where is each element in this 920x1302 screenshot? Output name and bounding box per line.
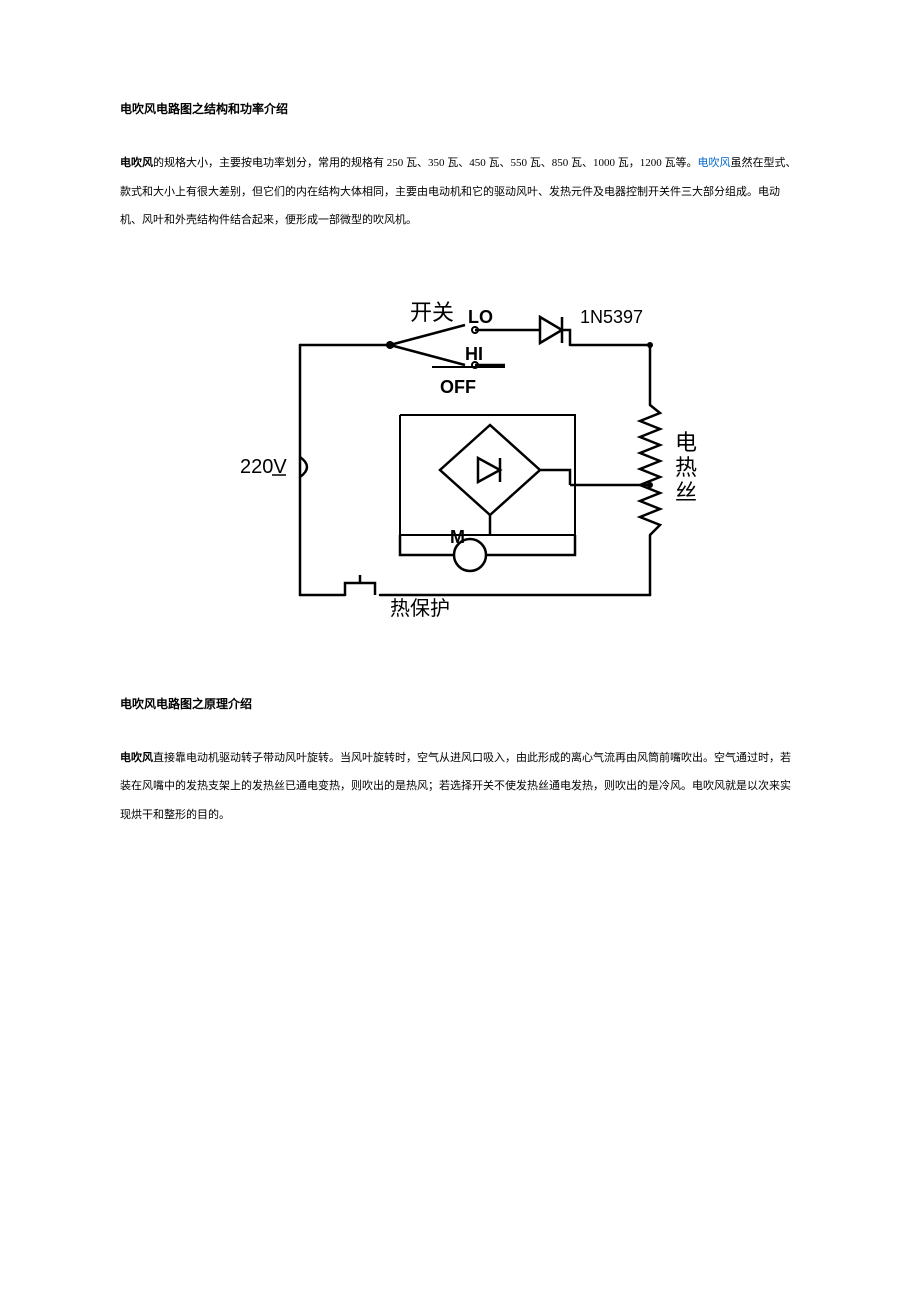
hi-label: HI	[465, 344, 483, 364]
diode-label: 1N5397	[580, 307, 643, 327]
para1-link[interactable]: 电吹风	[698, 157, 731, 169]
section-2-heading: 电吹风电路图之原理介绍	[120, 695, 800, 712]
para2-text: 直接靠电动机驱动转子带动风叶旋转。当风叶旋转时，空气从进风口吸入，由此形成的离心…	[120, 752, 791, 821]
diode-symbol	[520, 317, 570, 345]
heater-label-3: 丝	[675, 480, 697, 505]
section-1-heading: 电吹风电路图之结构和功率介绍	[120, 100, 800, 117]
motor-right-wire	[486, 535, 575, 555]
para1-bold-lead: 电吹风	[120, 157, 153, 169]
circuit-diagram: 开关 LO 1N5397 HI OFF 220V	[210, 275, 710, 635]
bridge-rectifier	[440, 425, 540, 515]
section-2-paragraph: 电吹风直接靠电动机驱动转子带动风叶旋转。当风叶旋转时，空气从进风口吸入，由此形成…	[120, 744, 800, 830]
node-top-right	[647, 342, 653, 348]
motor-label: M	[450, 527, 465, 547]
hi-bypass-hidden	[475, 345, 650, 365]
bridge-top-hidden	[490, 405, 570, 485]
off-label: OFF	[440, 377, 476, 397]
para2-bold-lead: 电吹风	[120, 752, 153, 764]
lo-label: LO	[468, 307, 493, 327]
inner-box	[400, 415, 575, 535]
bridge-left-hidden	[400, 470, 440, 515]
node-heater-tap	[647, 482, 653, 488]
switch-arm-lo	[390, 325, 465, 345]
bridge-right-wire	[540, 470, 570, 485]
thermal-protect-label: 热保护	[390, 597, 450, 620]
thermal-protect-symbol	[345, 575, 380, 595]
switch-arm-hi	[390, 345, 465, 365]
heater-label-1: 电	[675, 430, 697, 455]
circuit-svg: 开关 LO 1N5397 HI OFF 220V	[210, 275, 710, 635]
section-1-paragraph: 电吹风的规格大小，主要按电功率划分，常用的规格有 250 瓦、350 瓦、450…	[120, 149, 800, 235]
motor-left-wire	[400, 535, 454, 555]
heater-resistor	[640, 405, 660, 535]
switch-label: 开关	[410, 300, 454, 325]
para1-part1: 的规格大小，主要按电功率划分，常用的规格有 250 瓦、350 瓦、450 瓦、…	[153, 157, 698, 169]
heater-label-2: 热	[675, 455, 697, 480]
